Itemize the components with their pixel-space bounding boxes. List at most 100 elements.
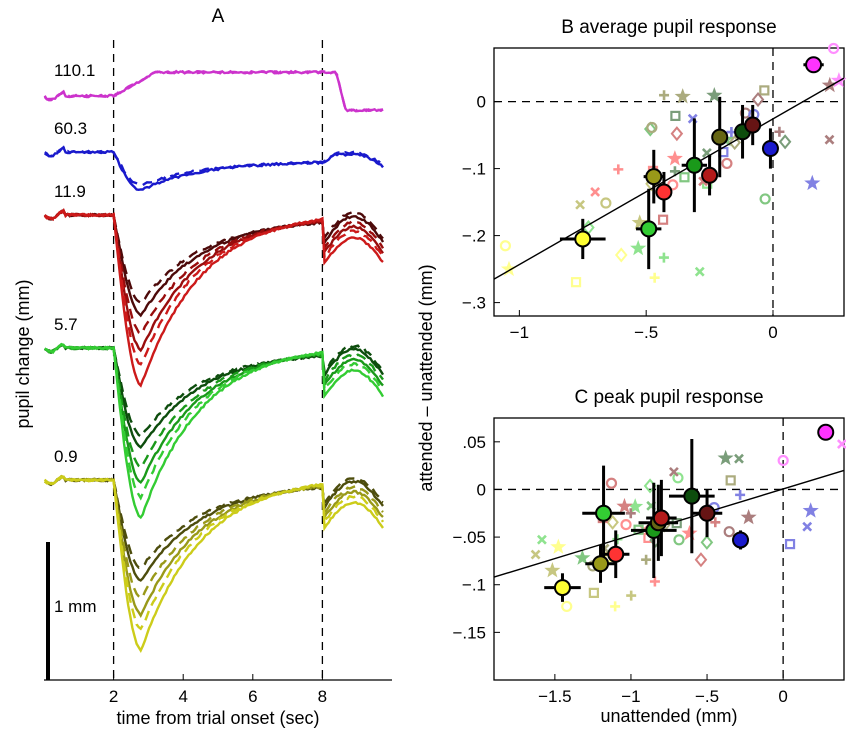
panel-c-mean-point — [817, 423, 835, 441]
panel-c-y-tick-label: −.05 — [452, 528, 486, 547]
panel-b-subject-marker — [751, 92, 765, 108]
panel-c-subject-marker — [694, 552, 708, 568]
panel-c-y-tick-label: .05 — [462, 433, 486, 452]
panel-b-subject-marker — [679, 172, 690, 183]
panel-c-subject-marker — [740, 509, 757, 525]
panel-b-subject-marker — [659, 90, 670, 101]
panel-a-x-label: time from trial onset (sec) — [116, 708, 319, 728]
panel-a-y-label: pupil change (mm) — [13, 279, 33, 428]
panel-b-x-tick-label: −.5 — [634, 323, 658, 342]
panel-c-subject-marker — [606, 514, 619, 530]
panel-b-subject-marker — [613, 164, 624, 175]
panel-b-subject-marker — [590, 187, 601, 197]
panel-b-subject-marker — [670, 126, 684, 142]
panel-a-trace-solid — [44, 343, 384, 484]
panel-c-x-tick-label: −1.5 — [538, 687, 572, 706]
panel-c-mean-point — [607, 545, 625, 563]
panel-b-subject-marker — [649, 272, 660, 283]
panel-c-subject-marker — [610, 601, 621, 612]
panel-c-x-label: unattended (mm) — [600, 706, 737, 726]
panel-c-subject-marker — [672, 472, 684, 484]
panel-a-trace-solid — [44, 343, 385, 520]
panel-a-trace-dashed — [44, 475, 384, 570]
panel-c-subject-marker — [836, 439, 846, 449]
panel-c-subject-marker — [620, 518, 632, 531]
panel-b-subject-marker — [500, 260, 518, 277]
panel-c-mean-point — [652, 509, 670, 527]
panel-b-subject-marker — [657, 214, 669, 225]
panel-a-trace-solid — [43, 69, 384, 113]
panel-c-subject-marker — [725, 475, 736, 486]
panel-c-subject-marker — [561, 600, 573, 613]
panel-c-subject-marker — [530, 549, 541, 560]
panel-c-mean-point — [683, 487, 701, 505]
panel-a-trace-solid — [43, 475, 384, 654]
panel-b-y-tick-label: −.3 — [462, 294, 486, 313]
panel-c-axes-box — [493, 417, 845, 681]
panel-c-subject-marker — [673, 534, 685, 546]
panel-b-subject-marker — [778, 134, 792, 150]
panel-b-subject-marker — [614, 247, 628, 263]
panel-c-x-tick-label: −.5 — [695, 687, 719, 706]
panel-b-subject-marker — [694, 266, 705, 277]
panel-c-subject-marker — [641, 554, 652, 565]
panel-c-subject-marker — [777, 454, 789, 467]
panel-c-subject-marker — [605, 477, 618, 489]
panel-c-x-tick-label: −1 — [621, 687, 640, 706]
panel-c-subject-marker — [550, 538, 567, 554]
panel-b-x-tick-label: −1 — [510, 323, 529, 342]
panel-b-subject-marker — [658, 252, 669, 263]
panel-b-mean-point — [744, 116, 762, 134]
panel-a-scale-bar-label: 1 mm — [54, 597, 97, 616]
panel-a-title: A — [212, 6, 225, 27]
panel-c-subject-marker — [802, 502, 819, 518]
panel-b-subject-marker — [706, 87, 723, 103]
panel-b-fit-line — [493, 77, 845, 280]
panel-c-subject-marker — [735, 489, 746, 500]
panel-b-subject-marker — [830, 72, 846, 88]
shared-y-label: attended – unattended (mm) — [416, 264, 436, 491]
panel-b-subject-marker — [728, 134, 741, 151]
panel-c-mean-point — [698, 504, 716, 522]
panel-a-x-tick-label: 6 — [248, 687, 257, 706]
panel-c-subject-marker — [723, 526, 735, 538]
panel-b-subject-marker — [646, 121, 658, 134]
panel-b-mean-point — [711, 128, 729, 146]
panel-a-trace-dashed — [43, 474, 385, 631]
panel-c-subject-marker — [734, 453, 744, 464]
panel-b-mean-point — [805, 56, 823, 74]
panel-a-x-tick-label: 8 — [318, 687, 327, 706]
panel-b-subject-marker — [774, 126, 785, 137]
panel-b-subject-marker — [670, 110, 681, 122]
panel-b-mean-point — [645, 168, 663, 186]
panel-b-axes-box — [493, 47, 845, 317]
panel-b-subject-marker — [666, 150, 683, 166]
panel-a-trace-dashed — [43, 69, 384, 113]
panel-b-subject-marker — [575, 199, 586, 210]
panel-c-mean-point — [595, 504, 613, 522]
panel-c-subject-marker — [710, 517, 721, 528]
panel-c-subject-marker — [681, 524, 698, 541]
panel-c-subject-marker — [625, 508, 636, 519]
panel-b-mean-point — [685, 156, 703, 174]
panel-c-x-tick-label: 0 — [778, 687, 787, 706]
panel-b-y-tick-label: −.1 — [462, 160, 486, 179]
panel-a-trace-dashed — [44, 342, 384, 501]
panel-c-subject-marker — [627, 498, 644, 514]
panel-b-mean-point — [640, 220, 658, 238]
panel-a-trace-dashed — [44, 145, 384, 187]
panel-a-x-tick-label: 4 — [178, 687, 187, 706]
panel-a-trace-dashed — [43, 209, 384, 366]
panel-b-mean-point — [761, 140, 779, 157]
panel-b-subject-marker — [600, 197, 612, 209]
panel-b-mean-point — [701, 166, 719, 184]
panel-c-y-tick-label: 0 — [477, 480, 486, 499]
panel-b-mean-point — [655, 183, 673, 201]
panel-a-trace-label: 11.9 — [54, 182, 86, 201]
panel-a-trace-label: 60.3 — [54, 119, 87, 138]
panel-a-x-tick-label: 2 — [109, 687, 118, 706]
panel-b-subject-marker — [824, 134, 835, 145]
panel-b-y-tick-label: 0 — [477, 93, 486, 112]
